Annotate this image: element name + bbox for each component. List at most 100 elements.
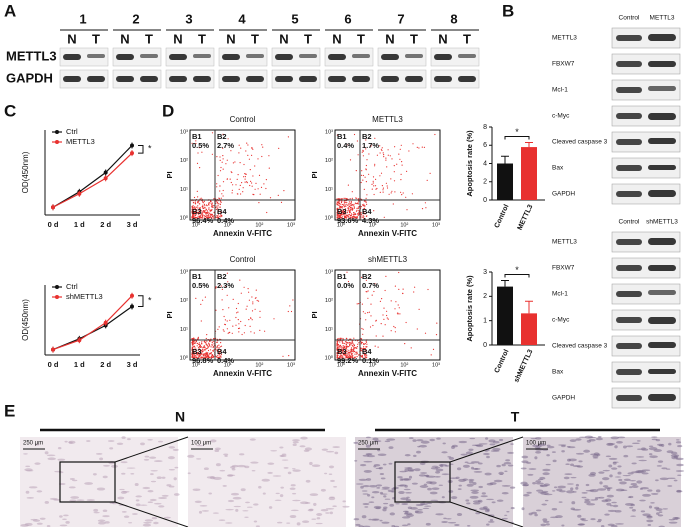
event-dot <box>355 197 357 199</box>
event-dot <box>353 212 355 214</box>
event-dot <box>382 187 384 189</box>
event-dot <box>222 155 224 157</box>
event-dot <box>348 342 350 344</box>
event-dot <box>198 213 200 215</box>
tissue-speck <box>631 508 636 512</box>
blot-strip <box>271 69 321 89</box>
event-dot <box>358 303 360 305</box>
event-dot <box>200 214 202 216</box>
event-dot <box>354 217 356 219</box>
event-dot <box>337 203 339 206</box>
event-dot <box>191 348 194 350</box>
event-dot <box>222 195 224 197</box>
event-dot <box>386 185 388 187</box>
tissue-speck <box>231 468 236 471</box>
tissue-speck <box>552 459 557 463</box>
tissue-speck <box>641 448 649 451</box>
tissue-speck <box>249 438 256 441</box>
tissue-speck <box>227 474 236 477</box>
tissue-speck <box>307 509 314 512</box>
event-dot <box>356 207 358 209</box>
event-dot <box>337 354 339 356</box>
tissue-speck <box>623 445 627 449</box>
event-dot <box>379 145 381 147</box>
event-dot <box>351 205 353 207</box>
event-dot <box>362 347 364 349</box>
y-axis-label: OD(450nm) <box>21 299 30 341</box>
event-dot <box>362 311 364 313</box>
tissue-speck <box>332 446 340 449</box>
event-dot <box>199 217 201 219</box>
event-dot <box>346 271 348 273</box>
tissue-speck <box>611 467 618 470</box>
event-dot <box>337 352 339 354</box>
event-dot <box>376 154 378 156</box>
event-dot <box>349 159 352 161</box>
event-dot <box>191 208 193 210</box>
tissue-speck <box>227 499 235 503</box>
event-dot <box>194 355 196 357</box>
event-dot <box>340 210 343 212</box>
event-dot <box>236 178 238 180</box>
event-dot <box>396 163 398 165</box>
tissue-speck <box>330 479 335 482</box>
tissue-speck <box>153 460 163 463</box>
panel-label: A <box>4 1 16 20</box>
tissue-speck <box>581 519 589 522</box>
event-dot <box>336 356 338 358</box>
tissue-speck <box>69 478 75 480</box>
tissue-speck <box>329 511 333 515</box>
tissue-speck <box>426 475 436 478</box>
tissue-speck <box>46 454 56 457</box>
lane-label: T <box>463 31 471 46</box>
event-dot <box>341 214 343 216</box>
event-dot <box>220 354 222 356</box>
tissue-speck <box>292 443 297 447</box>
tissue-speck <box>378 466 383 470</box>
tissue-speck <box>419 485 429 488</box>
event-dot <box>424 332 427 334</box>
event-dot <box>208 204 210 206</box>
event-dot <box>342 213 344 215</box>
blot-strip <box>59 47 109 67</box>
event-dot <box>339 213 341 215</box>
event-dot <box>342 338 344 340</box>
event-dot <box>231 332 233 334</box>
quadrant-value: 0.4% <box>217 216 234 225</box>
tissue-speck <box>627 472 634 475</box>
tissue-speck <box>441 520 448 524</box>
tissue-speck <box>575 486 579 490</box>
significance-bracket <box>138 144 144 154</box>
plot-title: Control <box>230 255 256 264</box>
event-dot <box>374 345 376 347</box>
tissue-speck <box>313 502 317 506</box>
tissue-speck <box>492 440 500 444</box>
tissue-speck <box>418 474 426 477</box>
event-dot <box>282 355 284 357</box>
event-dot <box>207 214 209 216</box>
tissue-speck <box>488 521 495 523</box>
event-dot <box>197 355 199 357</box>
event-dot <box>357 343 359 345</box>
event-dot <box>254 308 256 310</box>
event-dot <box>391 190 393 192</box>
tissue-speck <box>413 454 417 458</box>
event-dot <box>222 181 225 183</box>
tissue-speck <box>403 488 411 491</box>
event-dot <box>343 213 345 215</box>
x-tick-label: 10³ <box>287 362 295 368</box>
tissue-speck <box>147 439 153 441</box>
quadrant-name: B1 <box>192 132 202 141</box>
tissue-speck <box>388 462 393 465</box>
event-dot <box>343 353 346 355</box>
tissue-speck <box>76 499 85 501</box>
event-dot <box>252 175 254 177</box>
tissue-speck <box>501 491 509 495</box>
event-dot <box>250 331 252 333</box>
tissue-speck <box>493 479 503 483</box>
tissue-speck <box>561 444 566 448</box>
event-dot <box>207 353 209 355</box>
tissue-speck <box>430 466 439 470</box>
event-dot <box>356 347 358 349</box>
event-dot <box>397 312 399 314</box>
